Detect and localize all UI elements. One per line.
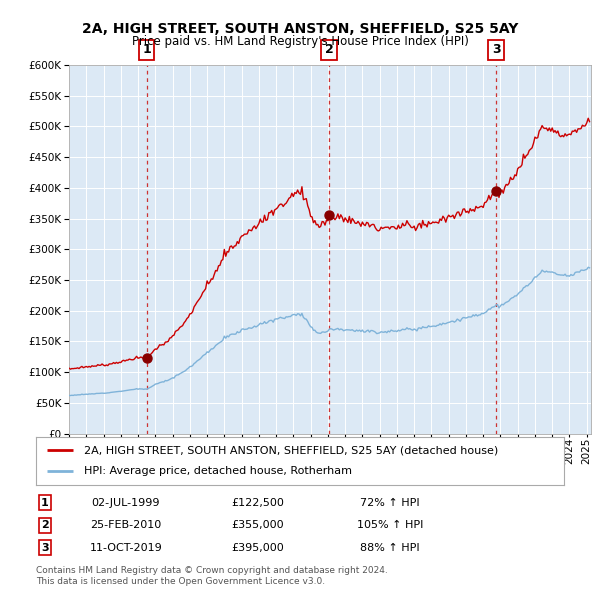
Text: 3: 3 bbox=[492, 43, 500, 56]
Text: £122,500: £122,500 bbox=[232, 498, 284, 507]
Text: 2: 2 bbox=[41, 520, 49, 530]
Text: 105% ↑ HPI: 105% ↑ HPI bbox=[357, 520, 423, 530]
Text: 02-JUL-1999: 02-JUL-1999 bbox=[92, 498, 160, 507]
Text: 88% ↑ HPI: 88% ↑ HPI bbox=[360, 543, 420, 552]
Text: £355,000: £355,000 bbox=[232, 520, 284, 530]
Text: Price paid vs. HM Land Registry's House Price Index (HPI): Price paid vs. HM Land Registry's House … bbox=[131, 35, 469, 48]
Text: 25-FEB-2010: 25-FEB-2010 bbox=[91, 520, 161, 530]
Text: HPI: Average price, detached house, Rotherham: HPI: Average price, detached house, Roth… bbox=[83, 467, 352, 477]
Text: This data is licensed under the Open Government Licence v3.0.: This data is licensed under the Open Gov… bbox=[36, 576, 325, 586]
Text: 72% ↑ HPI: 72% ↑ HPI bbox=[360, 498, 420, 507]
Text: £395,000: £395,000 bbox=[232, 543, 284, 552]
Text: 2: 2 bbox=[325, 43, 334, 56]
Text: 1: 1 bbox=[142, 43, 151, 56]
Text: 2A, HIGH STREET, SOUTH ANSTON, SHEFFIELD, S25 5AY (detached house): 2A, HIGH STREET, SOUTH ANSTON, SHEFFIELD… bbox=[83, 445, 498, 455]
Text: 1: 1 bbox=[41, 498, 49, 507]
Text: 2A, HIGH STREET, SOUTH ANSTON, SHEFFIELD, S25 5AY: 2A, HIGH STREET, SOUTH ANSTON, SHEFFIELD… bbox=[82, 22, 518, 37]
Text: 11-OCT-2019: 11-OCT-2019 bbox=[89, 543, 163, 552]
Text: 3: 3 bbox=[41, 543, 49, 552]
Text: Contains HM Land Registry data © Crown copyright and database right 2024.: Contains HM Land Registry data © Crown c… bbox=[36, 566, 388, 575]
